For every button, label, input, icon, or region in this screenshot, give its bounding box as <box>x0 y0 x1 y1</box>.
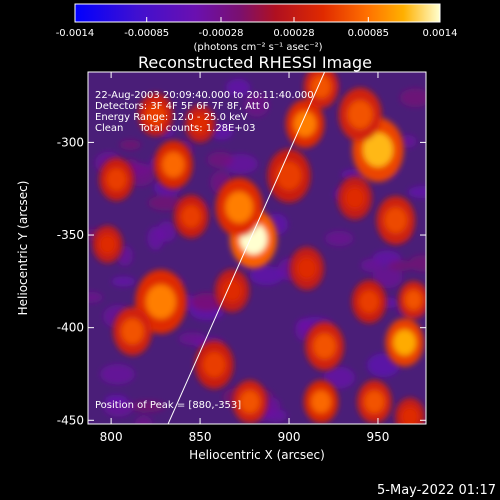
background-cell <box>147 226 164 250</box>
background-cell <box>372 267 403 289</box>
background-cell <box>360 258 383 273</box>
background-cell <box>129 400 166 413</box>
background-cell <box>210 123 234 140</box>
background-cell <box>178 332 207 346</box>
emission-blob-core <box>313 333 336 359</box>
info-energy-range: Energy Range: 12.0 - 25.0 keV <box>95 112 248 123</box>
background-cell <box>111 276 136 287</box>
emission-blob-core <box>106 168 127 191</box>
colorbar-tick-label: 0.00028 <box>273 28 314 39</box>
plot-frame <box>87 71 427 425</box>
colorbar-tick-label: -0.00028 <box>199 28 244 39</box>
background-cell <box>225 78 251 97</box>
background-cell <box>408 185 426 199</box>
emission-blob-core <box>145 284 176 319</box>
emission-blob-core <box>203 351 226 378</box>
background-cell <box>88 291 103 303</box>
emission-blob-core <box>191 113 209 134</box>
colorbar-unit-label: (photons cm⁻² s⁻¹ asec⁻²) <box>193 42 322 53</box>
colorbar-gradient <box>74 3 441 23</box>
heatmap-area <box>88 72 426 424</box>
background-cell <box>207 151 234 168</box>
x-tick-label: 950 <box>367 430 390 444</box>
emission-blob-core <box>276 161 302 190</box>
background-cell <box>388 260 413 272</box>
info-time-range: 22-Aug-2003 20:09:40.000 to 20:11:40.000 <box>95 90 314 101</box>
emission-blob-core <box>222 279 243 302</box>
emission-blob-core <box>311 75 332 99</box>
background-cell <box>119 139 141 150</box>
emission-blob-core <box>347 100 373 129</box>
info-block: 22-Aug-2003 20:09:40.000 to 20:11:40.000… <box>95 90 314 134</box>
emission-blob-core <box>239 390 260 414</box>
emission-blob-core <box>296 256 317 280</box>
colorbar-tick-label: -0.00085 <box>124 28 169 39</box>
info-clean-counts: Clean Total counts: 1.28E+03 <box>95 123 255 134</box>
emission-blob-core <box>404 289 423 310</box>
x-tick-label: 850 <box>189 430 212 444</box>
colorbar-tick-label: 0.00085 <box>348 28 389 39</box>
emission-blob-core <box>364 390 385 414</box>
emission-blob-core <box>145 103 166 126</box>
y-tick-label: -350 <box>57 228 84 242</box>
emission-blob-core <box>293 111 317 137</box>
x-tick-label: 900 <box>278 430 301 444</box>
solar-limb-line <box>167 72 326 424</box>
emission-blob-core <box>359 290 380 314</box>
peak-position-text: Position of Peak = [880,-353] <box>95 400 241 411</box>
background-cell <box>249 265 284 286</box>
y-tick-label: -300 <box>57 135 84 149</box>
emission-blob-core <box>401 406 419 424</box>
background-cell <box>398 135 417 148</box>
emission-blob-core <box>393 329 416 356</box>
background-cell <box>190 292 224 312</box>
emission-blob-core <box>384 207 407 234</box>
emission-blob-core <box>311 390 332 414</box>
background-cell <box>100 363 135 385</box>
background-cell <box>325 230 354 247</box>
background-cell <box>244 93 270 117</box>
info-detectors: Detectors: 3F 4F 5F 6F 7F 8F, Att 0 <box>95 101 269 112</box>
background-cell <box>323 366 355 389</box>
emission-blob-core <box>162 151 185 178</box>
y-tick-label: -400 <box>57 321 84 335</box>
y-tick-label: -450 <box>57 413 84 427</box>
background-cell <box>134 415 153 424</box>
emission-blob-core <box>181 205 202 228</box>
colorbar-ticks: -0.0014 -0.00085 -0.00028 0.00028 0.00085 0.0… <box>56 17 458 39</box>
colorbar-tick-label: 0.0014 <box>423 28 458 39</box>
background-cell <box>399 88 426 108</box>
y-axis-label: Heliocentric Y (arcsec) <box>16 181 30 316</box>
emission-blobs <box>92 72 426 424</box>
background-cell <box>104 394 128 406</box>
emission-blob-core <box>121 318 144 345</box>
date-stamp: 5-May-2022 01:17 <box>377 483 496 498</box>
background-cell <box>148 195 184 211</box>
plot-title: Reconstructed RHESSI Image <box>138 53 372 72</box>
emission-blob-core <box>363 132 393 167</box>
x-tick-label: 800 <box>100 430 123 444</box>
emission-blob-core <box>344 186 365 210</box>
colorbar: -0.0014 -0.00085 -0.00028 0.00028 0.00085 0.0… <box>56 3 458 53</box>
x-axis-label: Heliocentric X (arcsec) <box>189 448 325 462</box>
emission-blob-core <box>98 234 117 255</box>
emission-blob-core <box>225 191 253 223</box>
axis-ticks: 800 850 900 950 -300 -350 -400 -450 <box>57 72 426 444</box>
colorbar-tick-label: -0.0014 <box>56 28 95 39</box>
background-cell <box>408 255 426 272</box>
